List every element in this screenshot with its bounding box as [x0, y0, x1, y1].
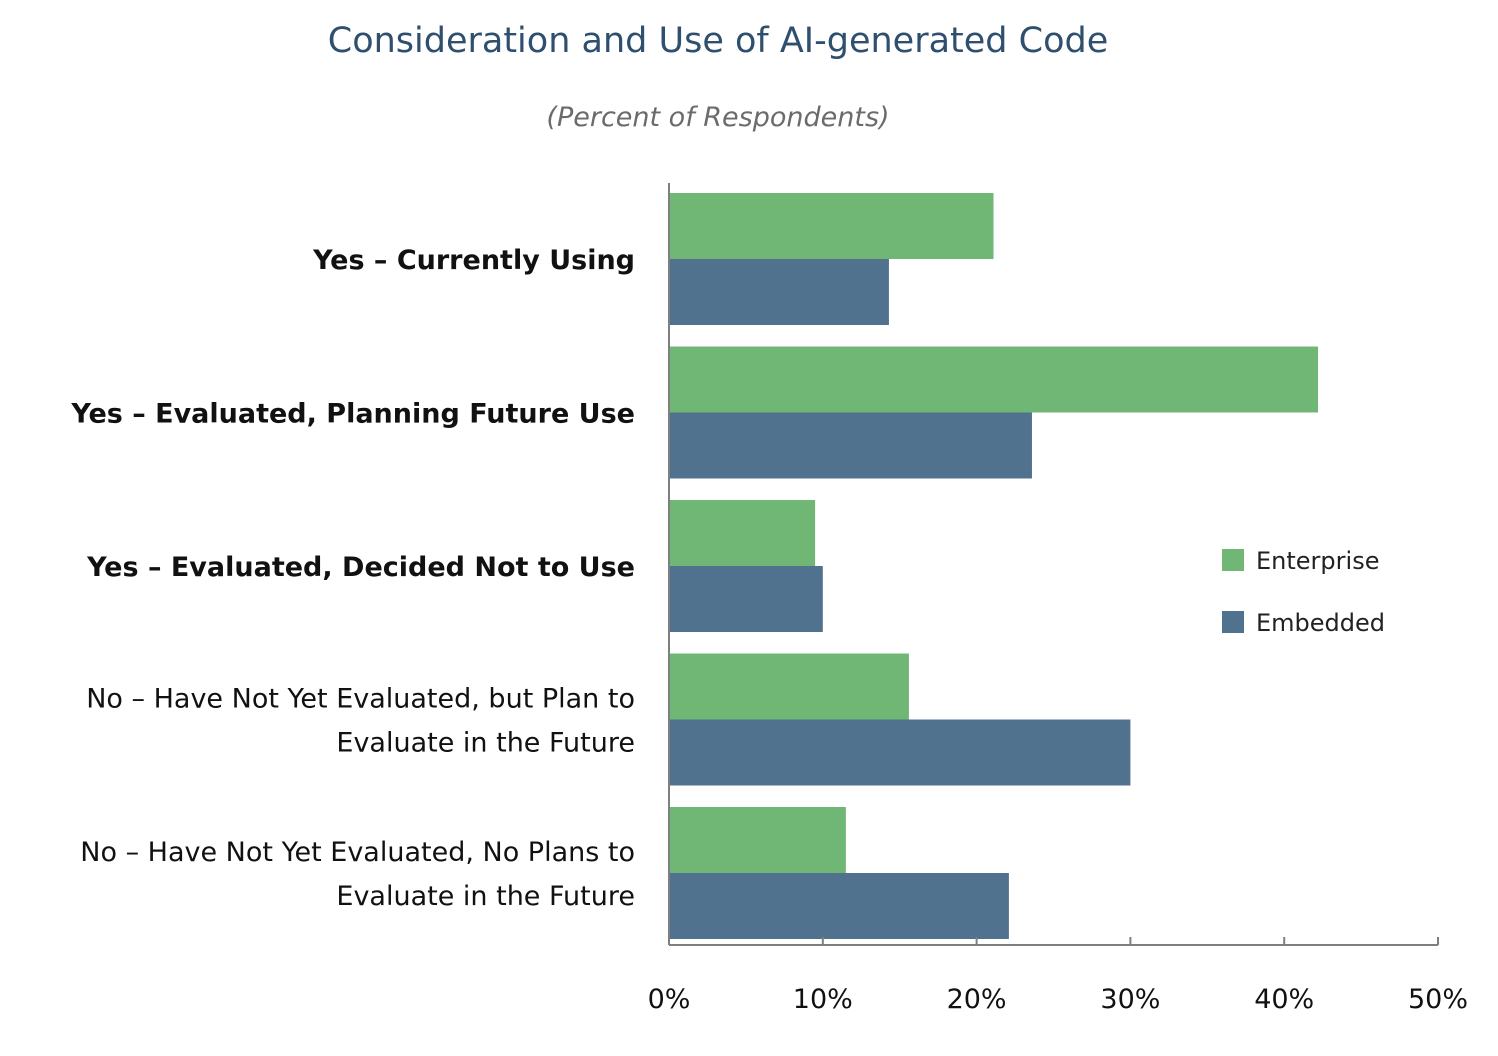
category-label-4: No – Have Not Yet Evaluated, but Plan to…: [86, 684, 635, 759]
category-label-line: No – Have Not Yet Evaluated, No Plans to: [80, 837, 635, 868]
category-label-line: Evaluate in the Future: [336, 881, 635, 912]
bar-embedded-2: [669, 412, 1032, 479]
bar-enterprise-2: [669, 346, 1319, 413]
bar-embedded-5: [669, 873, 1009, 939]
category-label-line: No – Have Not Yet Evaluated, but Plan to: [86, 684, 635, 715]
axes-group: [668, 183, 1439, 946]
legend-swatch-enterprise: [1222, 549, 1244, 571]
chart-subtitle: (Percent of Respondents): [546, 102, 889, 133]
chart-title: Consideration and Use of AI-generated Co…: [328, 21, 1109, 61]
bar-embedded-4: [669, 719, 1131, 786]
x-tick-labels: 0% 10% 20% 30% 40% 50%: [648, 984, 1468, 1015]
x-tick-label-0: 0%: [648, 984, 691, 1015]
category-label-5: No – Have Not Yet Evaluated, No Plans to…: [80, 837, 635, 912]
category-label-line: Yes – Currently Using: [312, 245, 635, 276]
bars-group: [669, 193, 1319, 939]
bar-enterprise-3: [669, 500, 816, 566]
category-labels: Yes – Currently Using Yes – Evaluated, Pl…: [70, 245, 635, 912]
bar-enterprise-4: [669, 653, 909, 720]
x-tick-label-30: 30%: [1100, 984, 1160, 1015]
x-tick-label-20: 20%: [947, 984, 1007, 1015]
category-label-line: Evaluate in the Future: [336, 728, 635, 759]
category-label-line: Yes – Evaluated, Decided Not to Use: [86, 552, 635, 583]
bar-embedded-3: [669, 566, 823, 632]
legend-label-embedded: Embedded: [1256, 609, 1385, 637]
category-label-3: Yes – Evaluated, Decided Not to Use: [86, 552, 635, 583]
legend-swatch-embedded: [1222, 611, 1244, 633]
category-label-2: Yes – Evaluated, Planning Future Use: [70, 399, 635, 430]
bar-enterprise-1: [669, 193, 994, 259]
category-label-line: Yes – Evaluated, Planning Future Use: [70, 399, 635, 430]
legend: Enterprise Embedded: [1222, 547, 1385, 637]
x-tick-label-10: 10%: [793, 984, 853, 1015]
category-label-1: Yes – Currently Using: [312, 245, 635, 276]
legend-label-enterprise: Enterprise: [1256, 547, 1379, 575]
bar-enterprise-5: [669, 807, 846, 873]
x-tick-label-50: 50%: [1408, 984, 1468, 1015]
x-tick-label-40: 40%: [1254, 984, 1314, 1015]
bar-embedded-1: [669, 259, 889, 325]
